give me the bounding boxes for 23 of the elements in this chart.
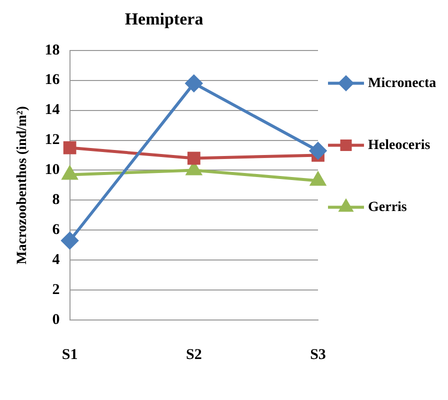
y-tick-label: 2 <box>52 282 60 298</box>
point <box>187 152 200 165</box>
y-tick-label: 0 <box>52 312 60 328</box>
y-tick-label: 6 <box>52 222 60 238</box>
point <box>185 74 202 92</box>
y-tick-label: 4 <box>52 252 60 268</box>
y-tick-label: 14 <box>44 102 60 118</box>
y-axis-title: Macrozoobenthos (ind/m²) <box>15 106 30 264</box>
point <box>61 232 78 250</box>
y-tick-label: 16 <box>44 72 60 88</box>
legend-label: Micronecta <box>368 76 436 91</box>
y-tick-label: 12 <box>44 132 60 148</box>
point <box>63 141 76 154</box>
legend-label: Heleoceris <box>368 138 431 153</box>
y-tick-label: 8 <box>52 192 60 208</box>
x-tick-label: S1 <box>62 346 78 363</box>
y-tick-label: 18 <box>44 42 60 58</box>
legend-label: Gerris <box>368 200 408 215</box>
x-tick-label: S2 <box>186 346 202 363</box>
chart-title: Hemiptera <box>124 10 204 29</box>
x-tick-label: S3 <box>310 346 326 363</box>
point <box>310 142 326 160</box>
y-tick-label: 10 <box>44 162 60 178</box>
